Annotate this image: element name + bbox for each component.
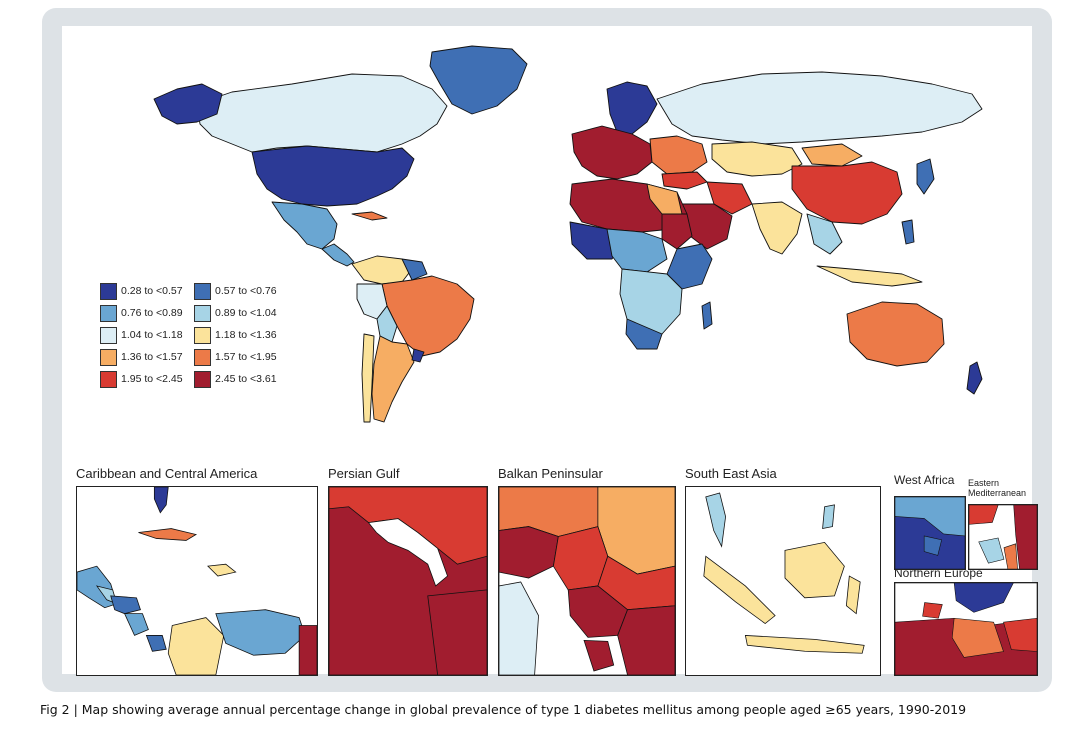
legend-swatch (194, 282, 211, 300)
inset-title-south-east-asia: South East Asia (685, 466, 777, 481)
inset-caribbean (76, 486, 318, 676)
inset-title-eastern-med: Eastern Mediterranean (968, 478, 1027, 498)
legend-label: 1.57 to <1.95 (215, 351, 277, 363)
figure-card: 0.28 to <0.57 0.57 to <0.76 0.76 to <0.8… (42, 8, 1052, 692)
region-mexico (271, 201, 338, 250)
region-turkey (661, 171, 708, 190)
region-canada (196, 73, 448, 153)
legend-item: 0.28 to <0.57 (100, 282, 192, 300)
region-north-south-america (351, 255, 413, 285)
inset-title-west-africa: West Africa (894, 473, 955, 487)
legend-label: 1.18 to <1.36 (215, 329, 277, 341)
region-southeast-asia (806, 213, 843, 255)
legend-swatch (100, 348, 117, 366)
region-india (751, 201, 803, 255)
region-indonesia (816, 265, 923, 287)
legend-label: 0.76 to <0.89 (121, 307, 183, 319)
inset-persian-gulf (328, 486, 488, 676)
figure-panel: 0.28 to <0.57 0.57 to <0.76 0.76 to <0.8… (62, 26, 1038, 676)
region-mongolia (801, 143, 863, 167)
legend-label: 1.36 to <1.57 (121, 351, 183, 363)
legend-swatch (194, 348, 211, 366)
inset-west-africa (894, 496, 966, 570)
region-madagascar (701, 301, 713, 330)
legend-label: 1.95 to <2.45 (121, 373, 183, 385)
legend-swatch (194, 326, 211, 344)
region-western-europe (571, 125, 653, 180)
legend-swatch (194, 304, 211, 322)
region-kazakhstan (711, 141, 803, 177)
region-greenland (429, 45, 528, 115)
region-philippines (901, 219, 915, 245)
legend-item: 1.95 to <2.45 (100, 370, 192, 388)
inset-eastern-med (968, 504, 1038, 570)
region-australia (846, 301, 945, 367)
region-alaska (153, 83, 223, 125)
region-iran (706, 181, 753, 215)
legend-item: 0.76 to <0.89 (100, 304, 192, 322)
legend-item: 1.04 to <1.18 (100, 326, 192, 344)
legend-label: 1.04 to <1.18 (121, 329, 183, 341)
inset-title-balkan: Balkan Peninsular (498, 466, 603, 481)
inset-title-caribbean: Caribbean and Central America (76, 466, 258, 481)
inset-balkan (498, 486, 676, 676)
region-south-africa (625, 318, 663, 350)
region-russia (656, 71, 983, 145)
region-japan (916, 158, 935, 195)
legend-swatch (194, 370, 211, 388)
legend-label: 2.45 to <3.61 (215, 373, 277, 385)
region-china (791, 161, 903, 225)
legend-swatch (100, 304, 117, 322)
region-usa (251, 145, 415, 207)
region-chile (361, 333, 375, 423)
figure-caption: Fig 2 | Map showing average annual perce… (40, 702, 967, 717)
region-central-africa (606, 228, 668, 273)
inset-south-east-asia (685, 486, 881, 676)
legend-label: 0.28 to <0.57 (121, 285, 183, 297)
legend-swatch (100, 370, 117, 388)
legend-item: 0.89 to <1.04 (194, 304, 286, 322)
region-central-america (321, 243, 355, 267)
map-legend: 0.28 to <0.57 0.57 to <0.76 0.76 to <0.8… (100, 282, 320, 388)
region-guianas (401, 258, 428, 281)
region-sudan (661, 213, 693, 250)
legend-item: 2.45 to <3.61 (194, 370, 286, 388)
legend-swatch (100, 326, 117, 344)
legend-item: 1.57 to <1.95 (194, 348, 286, 366)
region-eastern-europe (649, 135, 708, 175)
legend-item: 1.36 to <1.57 (100, 348, 192, 366)
legend-item: 0.57 to <0.76 (194, 282, 286, 300)
legend-label: 0.57 to <0.76 (215, 285, 277, 297)
inset-northern-europe (894, 582, 1038, 676)
region-uruguay (411, 348, 425, 363)
inset-title-persian-gulf: Persian Gulf (328, 466, 400, 481)
legend-label: 0.89 to <1.04 (215, 307, 277, 319)
legend-swatch (100, 282, 117, 300)
region-argentina (371, 335, 415, 423)
region-scandinavia (606, 81, 658, 135)
region-new-zealand (966, 361, 983, 395)
region-cuba (351, 211, 388, 221)
world-map (153, 45, 983, 423)
legend-item: 1.18 to <1.36 (194, 326, 286, 344)
